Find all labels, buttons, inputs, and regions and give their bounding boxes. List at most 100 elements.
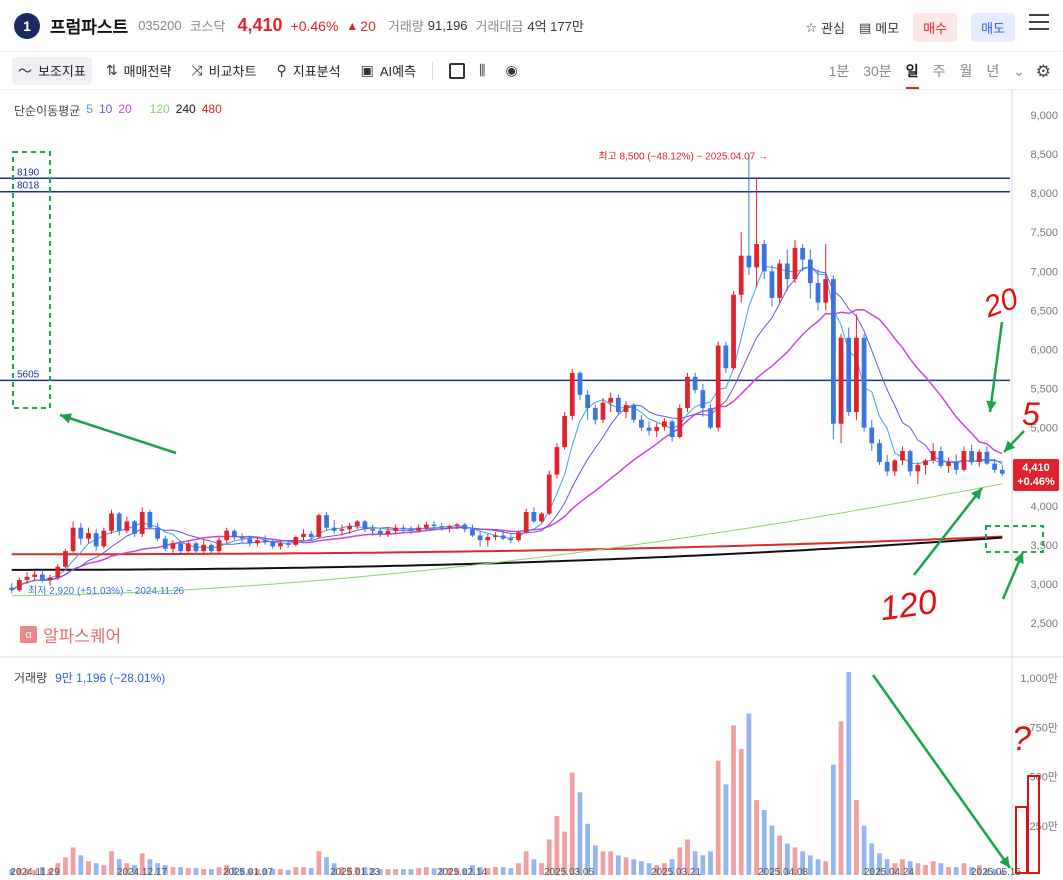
candle-body [731,294,736,369]
period-tab-3[interactable]: 주 [932,63,946,79]
strategy-label: 매매전략 [123,64,172,79]
candle-body [961,451,967,470]
candle-body [178,543,184,552]
volume-bar [615,855,621,875]
period-tab-5[interactable]: 년 [986,63,1000,79]
volume-bar [393,869,399,875]
volume-title: 거래량 [14,671,48,685]
candle-body [500,535,506,539]
candle-body [915,465,921,472]
period-selector: 1분 30분 일 주 월 년 ⌄ [829,52,1025,90]
candle-body [285,543,291,545]
indicators-button[interactable]: 〜 보조지표 [12,56,92,85]
chart-area-icon[interactable] [449,62,466,79]
volume-bar [723,784,729,875]
volume-bar [662,863,667,875]
candle-body [354,521,360,527]
amount-label: 거래대금 [475,19,524,34]
analysis-label: 지표분석 [292,64,341,79]
analysis-button[interactable]: ⚲ 지표분석 [270,57,346,85]
price-tick-label: 4,000 [1030,501,1058,513]
low-annotation: 최저 2,920 (+51.03%) − 2024.11.26 [28,585,185,597]
candle-body [124,521,130,531]
price-tick-label: 5,500 [1030,384,1058,396]
volume-bar [239,868,245,875]
volume-bar [984,869,990,875]
candle-body [738,255,744,295]
volume-bar [354,867,360,875]
strategy-button[interactable]: ⇅ 매매전략 [100,57,178,85]
volume-bar [854,800,859,875]
handwritten-5: 5 [1022,396,1040,432]
volume-bar [861,825,867,875]
green-arrow-head [1004,440,1016,452]
volume-bar [999,871,1005,875]
volume-bar [884,859,890,875]
candle-body [293,537,299,545]
candle-body [185,543,191,552]
volume-bar [247,869,253,875]
green-arrow [871,674,1012,869]
buy-button[interactable]: 매수 [913,13,958,42]
handwritten-20: 20 [979,282,1023,325]
volume-bar [976,865,982,875]
candle-body [976,451,982,463]
watchlist-button[interactable]: ☆ 관심 [805,18,845,37]
price-tick-label: 8,500 [1030,149,1058,161]
candle-body [608,397,614,403]
period-chevron-down-icon[interactable]: ⌄ [1013,62,1025,79]
candle-body [408,529,414,531]
volume-bar [623,857,629,875]
volume-bar [800,851,806,875]
price-chart[interactable]: 9,000 8,500 8,000 7,500 7,000 6,500 6,000 5,500… [0,90,1063,880]
volume-bar [416,868,422,875]
period-tab-4[interactable]: 월 [959,63,973,79]
period-tab-0[interactable]: 1분 [828,63,850,79]
volume-bar [301,867,306,875]
volume-bar [78,855,84,875]
volume-bar [946,867,951,875]
volume-bar [516,863,521,875]
candle-body [9,587,15,591]
volume-bar [55,863,61,875]
period-tab-2[interactable]: 일 [905,61,919,89]
volume-bar [224,865,230,875]
candle-body [155,527,160,539]
candle-body [109,513,114,531]
candle-type-button[interactable]: ⫼ [473,57,491,85]
period-tab-1[interactable]: 30분 [863,63,892,79]
volume-bar [431,868,437,875]
green-arrow-head [971,488,982,500]
volume-bar [807,855,813,875]
volume-bar [139,853,145,875]
volume-bar [162,865,168,875]
ma480-line [11,535,1003,556]
candle-body [877,443,882,463]
candle-body [93,533,99,547]
green-arrow-head [60,413,72,424]
green-dashed-box [985,525,1044,553]
settings-gear-icon[interactable]: ⚙ [1035,62,1051,81]
camera-icon: ◉ [505,62,518,78]
volume-bar [216,867,222,875]
compare-button[interactable]: ⤨ 비교차트 [185,57,262,85]
screenshot-button[interactable]: ◉ [499,57,523,85]
candle-body [984,451,990,464]
chart-canvas[interactable]: 9,000 8,500 8,000 7,500 7,000 6,500 6,000 5,500… [0,90,1063,880]
current-price-tag: 4,410 +0.46% [1013,459,1059,491]
memo-button[interactable]: ▤ 메모 [859,18,899,37]
menu-icon[interactable] [1029,14,1049,30]
candle-body [769,271,775,298]
volume-bar [669,859,675,875]
sell-button[interactable]: 매도 [971,13,1015,42]
candle-body [301,533,306,538]
volume-bar [454,869,460,875]
price-tag-pct: +0.46% [1017,476,1055,488]
ai-predict-button[interactable]: ▣ AI예측 [355,57,422,85]
candle-body [362,521,368,530]
price-tick-label: 3,000 [1030,579,1058,591]
candle-body [462,524,468,530]
volume-bar [746,713,752,875]
volume-bar [285,870,291,875]
candle-body [16,580,22,591]
